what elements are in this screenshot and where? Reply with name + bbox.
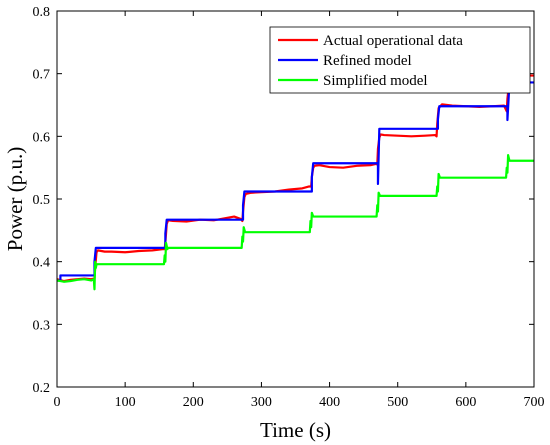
legend: Actual operational data Refined model Simp…	[269, 26, 531, 94]
y-tick-label: 0.3	[33, 318, 51, 333]
x-tick-label: 600	[455, 395, 476, 410]
legend-label: Simplified model	[323, 73, 428, 89]
series-line-3	[57, 154, 534, 291]
y-axis-title: Power (p.u.)	[3, 147, 27, 251]
y-tick-label: 0.8	[33, 5, 51, 20]
x-tick-label: 0	[54, 395, 61, 410]
x-tick-label: 700	[524, 395, 545, 410]
legend-label: Refined model	[323, 53, 412, 69]
ticks-layer: 0 100 200 300 400 500 600 700 0.2 0.3 0.4 0.5 0.6 0.7…	[33, 5, 545, 410]
x-tick-label: 100	[115, 395, 136, 410]
series-line-2	[57, 81, 534, 282]
y-tick-label: 0.2	[33, 381, 51, 396]
series-layer	[57, 74, 534, 291]
y-tick-label: 0.5	[33, 193, 51, 208]
x-axis-title: Time (s)	[260, 418, 331, 442]
y-tick-label: 0.7	[33, 68, 51, 83]
legend-label: Actual operational data	[323, 33, 463, 49]
x-tick-label: 300	[251, 395, 272, 410]
x-tick-label: 500	[387, 395, 408, 410]
x-tick-label: 400	[319, 395, 340, 410]
y-tick-label: 0.4	[33, 256, 51, 271]
y-tick-label: 0.6	[33, 130, 51, 145]
x-tick-label: 200	[183, 395, 204, 410]
